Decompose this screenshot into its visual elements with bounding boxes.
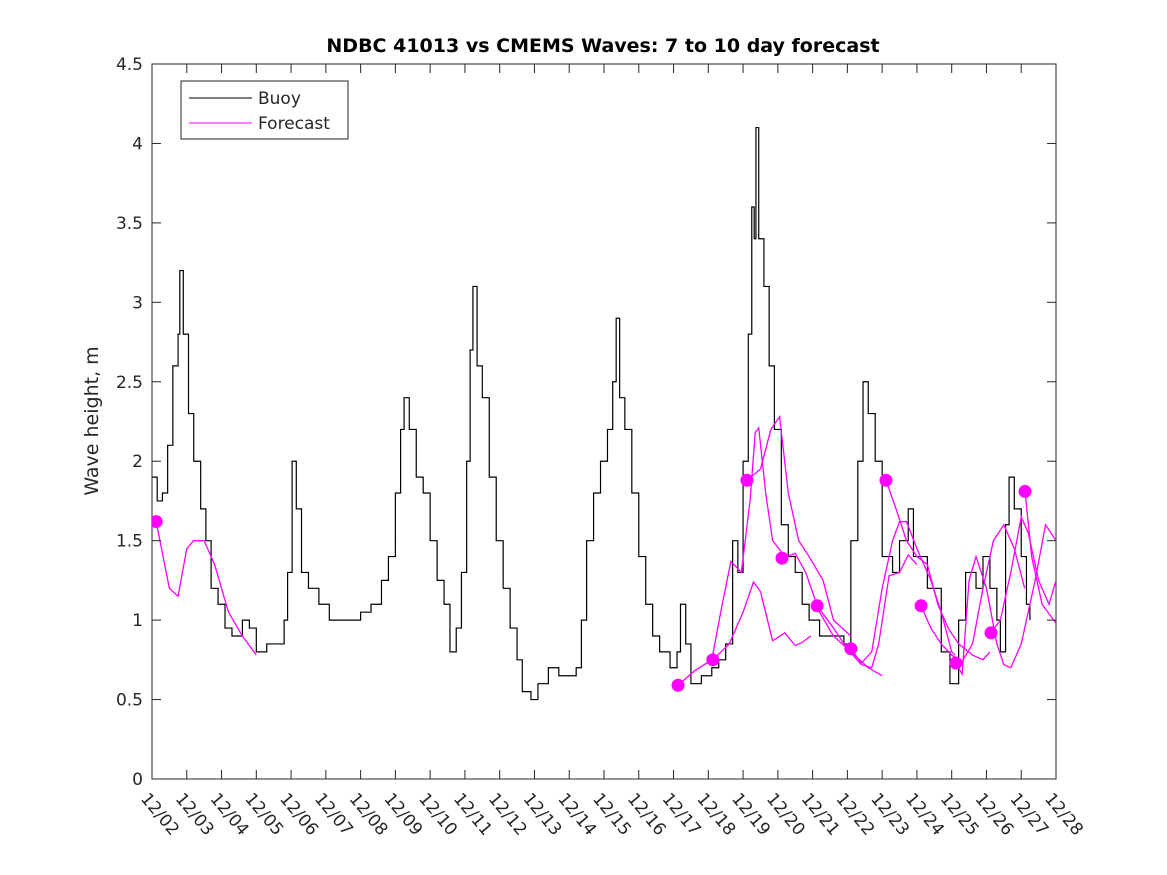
forecast-start-marker (1018, 484, 1032, 498)
forecast-line (712, 580, 812, 661)
forecast-line (885, 480, 991, 661)
y-tick-label: 0 (132, 770, 143, 790)
forecast-start-marker (844, 642, 858, 656)
y-tick-label: 2.5 (116, 373, 143, 393)
forecast-line (1024, 491, 1056, 624)
forecast-start-marker (671, 678, 685, 692)
buoy-line (152, 126, 1031, 701)
y-tick-label: 2 (132, 452, 143, 472)
legend-forecast-label: Forecast (258, 114, 330, 134)
forecast-line (920, 523, 1026, 663)
y-axis-label: Wave height, m (81, 346, 103, 495)
forecast-start-marker (152, 515, 163, 529)
forecast-start-marker (879, 473, 893, 487)
forecast-line (850, 520, 956, 665)
forecast-line (816, 553, 918, 669)
forecast-start-marker (914, 599, 928, 613)
y-tick-label: 4 (132, 134, 143, 154)
legend-box (180, 80, 349, 140)
forecast-line (155, 521, 257, 656)
legend-buoy-label: Buoy (258, 89, 301, 109)
forecast-start-marker (810, 599, 824, 613)
forecast-line (990, 514, 1056, 634)
plot-area (151, 63, 1057, 780)
forecast-line (781, 552, 883, 677)
y-tick-label: 3.5 (116, 214, 143, 234)
y-tick-label: 0.5 (116, 691, 143, 711)
chart-title: NDBC 41013 vs CMEMS Waves: 7 to 10 day f… (326, 35, 879, 57)
forecast-start-marker (775, 551, 789, 565)
forecast-start-marker (949, 656, 963, 670)
y-tick-label: 1.5 (116, 532, 143, 552)
forecast-start-marker (740, 473, 754, 487)
forecast-line (746, 414, 852, 637)
forecast-start-marker (706, 653, 720, 667)
legend: Buoy Forecast (180, 80, 349, 140)
y-tick-label: 3 (132, 293, 143, 313)
y-tick-label: 1 (132, 611, 143, 631)
y-tick-label: 4.5 (116, 55, 143, 75)
forecast-start-marker (984, 626, 998, 640)
